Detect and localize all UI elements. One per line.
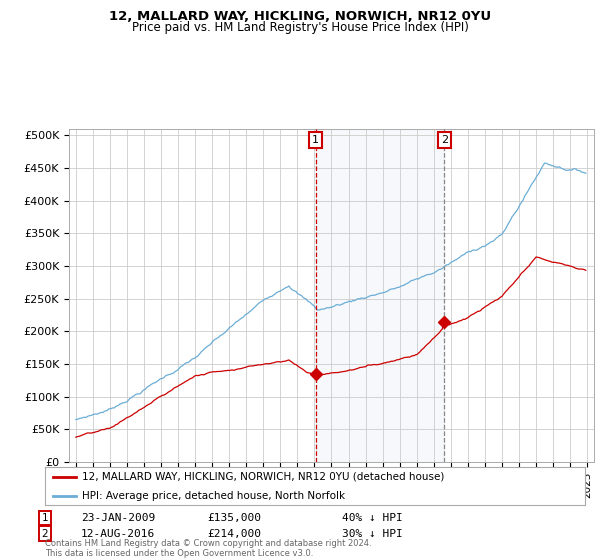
Text: 1: 1 <box>312 135 319 145</box>
Text: HPI: Average price, detached house, North Norfolk: HPI: Average price, detached house, Nort… <box>82 491 345 501</box>
Text: Contains HM Land Registry data © Crown copyright and database right 2024.
This d: Contains HM Land Registry data © Crown c… <box>45 539 371 558</box>
Text: 2: 2 <box>441 135 448 145</box>
Text: 12, MALLARD WAY, HICKLING, NORWICH, NR12 0YU: 12, MALLARD WAY, HICKLING, NORWICH, NR12… <box>109 10 491 22</box>
Text: 12, MALLARD WAY, HICKLING, NORWICH, NR12 0YU (detached house): 12, MALLARD WAY, HICKLING, NORWICH, NR12… <box>82 472 444 482</box>
Text: 1: 1 <box>41 513 49 523</box>
Text: 2: 2 <box>41 529 49 539</box>
Text: £135,000: £135,000 <box>207 513 261 523</box>
Text: 23-JAN-2009: 23-JAN-2009 <box>81 513 155 523</box>
Text: Price paid vs. HM Land Registry's House Price Index (HPI): Price paid vs. HM Land Registry's House … <box>131 21 469 34</box>
Text: 40% ↓ HPI: 40% ↓ HPI <box>342 513 403 523</box>
Text: £214,000: £214,000 <box>207 529 261 539</box>
Text: 12-AUG-2016: 12-AUG-2016 <box>81 529 155 539</box>
Bar <box>316 129 445 462</box>
Text: 30% ↓ HPI: 30% ↓ HPI <box>342 529 403 539</box>
